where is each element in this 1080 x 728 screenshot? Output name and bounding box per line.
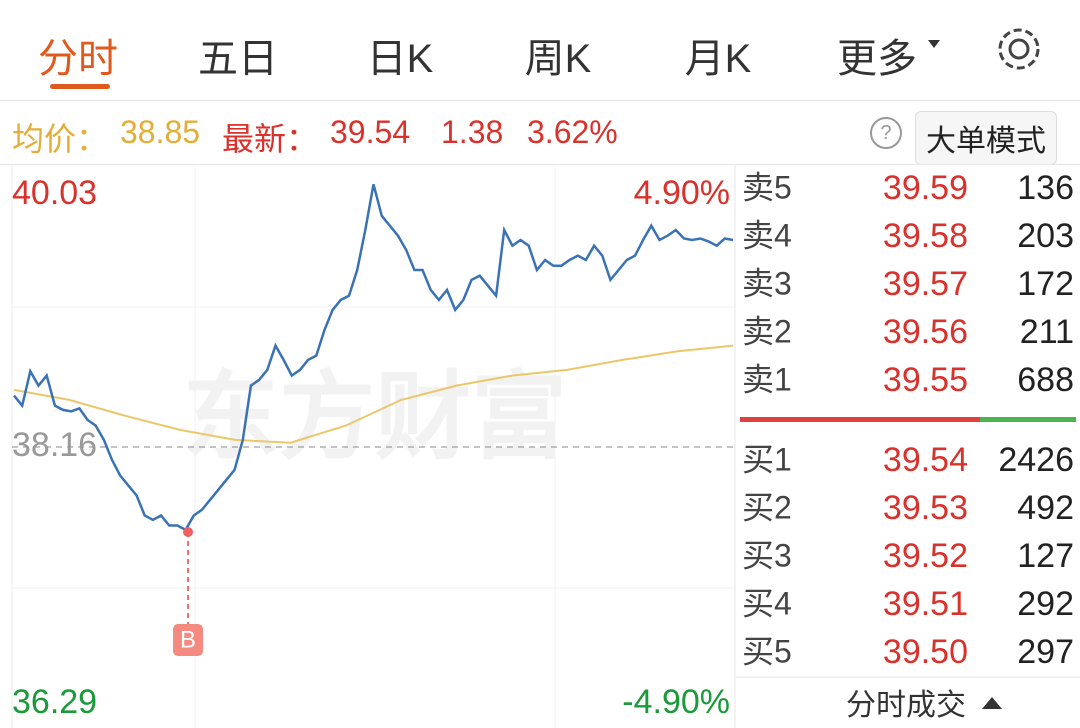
trades-toggle[interactable]: 分时成交 — [846, 689, 966, 722]
tab-underline — [50, 84, 110, 89]
level-price: 39.50 — [883, 633, 968, 671]
dropdown-arrow — [928, 40, 940, 48]
avg-price: 38.85 — [120, 114, 201, 150]
level-price: 39.56 — [883, 313, 968, 351]
order-book: 分时成交 卖5 39.59 136 卖4 39.58 203 卖3 39.57 172 卖2 39.… — [736, 169, 1080, 722]
y2-tick-label: 4.90% — [634, 174, 730, 212]
level-volume: 292 — [1017, 585, 1074, 623]
divider — [0, 164, 1080, 165]
marker-dot — [183, 527, 193, 537]
help-icon[interactable]: ? — [870, 117, 902, 149]
level-label: 买3 — [742, 537, 792, 573]
level-volume: 297 — [1017, 633, 1074, 671]
ratio-bar-buy — [980, 417, 1076, 422]
tab[interactable]: 五日 — [198, 37, 278, 81]
level-price: 39.52 — [883, 537, 968, 575]
level-volume: 172 — [1017, 265, 1074, 303]
level-label: 卖4 — [742, 217, 792, 253]
y-tick-label: 38.16 — [12, 426, 97, 464]
level-volume: 203 — [1017, 217, 1074, 255]
tab[interactable]: 更多 — [837, 37, 917, 81]
marker-label: B — [180, 626, 196, 653]
level-volume: 211 — [1020, 313, 1074, 351]
price-line — [13, 344, 734, 444]
tab[interactable]: 月K — [684, 37, 752, 81]
settings-icon[interactable] — [994, 24, 1044, 74]
level-price: 39.53 — [883, 489, 968, 527]
level-price: 39.51 — [883, 585, 968, 623]
level-volume: 127 — [1017, 537, 1074, 575]
tab[interactable]: 周K — [524, 37, 592, 81]
ratio-bar-sell — [740, 417, 980, 422]
level-label: 买1 — [742, 441, 792, 477]
latest-price: 39.54 — [330, 114, 411, 150]
change-pct: 3.62% — [527, 114, 618, 150]
level-volume: 688 — [1017, 361, 1074, 399]
level-label: 卖3 — [742, 265, 792, 301]
divider — [0, 100, 1080, 101]
toggle-arrow — [982, 697, 1002, 709]
change: 1.38 — [441, 114, 504, 150]
level-label: 卖2 — [742, 313, 792, 349]
level-volume: 2426 — [998, 441, 1074, 479]
marker-badge — [173, 624, 203, 656]
intraday-chart: 东方财富 36.29 38.16 40.03 -4.90% 4.90% B — [11, 165, 736, 728]
y2-tick-label: -4.90% — [622, 683, 730, 721]
level-label: 卖1 — [742, 361, 792, 397]
level-label: 买5 — [742, 633, 792, 669]
level-price: 39.54 — [883, 441, 968, 479]
level-price: 39.55 — [883, 361, 968, 399]
level-label: 买4 — [742, 585, 792, 621]
level-price: 39.59 — [883, 169, 968, 207]
y-tick-label: 36.29 — [12, 683, 97, 721]
latest-label: 最新： — [222, 121, 319, 157]
level-price: 39.57 — [883, 265, 968, 303]
avg-label: 均价： — [12, 121, 109, 157]
level-price: 39.58 — [883, 217, 968, 255]
level-label: 买2 — [742, 489, 792, 525]
level-volume: 492 — [1017, 489, 1074, 527]
tab[interactable]: 日K — [366, 37, 434, 81]
level-volume: 136 — [1017, 169, 1074, 207]
mode-button[interactable]: 大单模式 — [915, 111, 1057, 165]
y-tick-label: 40.03 — [12, 174, 97, 212]
tab[interactable]: 分时 — [38, 37, 118, 81]
watermark: 东方财富 — [183, 364, 567, 471]
price-line — [13, 183, 734, 532]
level-label: 卖5 — [742, 169, 792, 205]
